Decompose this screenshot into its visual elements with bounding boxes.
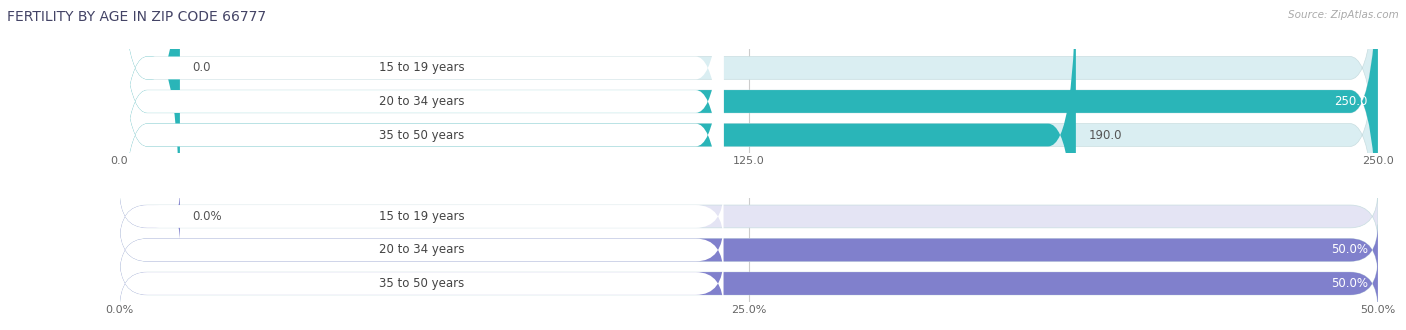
Text: 0.0: 0.0 — [193, 61, 211, 75]
FancyBboxPatch shape — [120, 0, 724, 275]
FancyBboxPatch shape — [120, 258, 1378, 309]
Text: 35 to 50 years: 35 to 50 years — [378, 277, 464, 290]
FancyBboxPatch shape — [120, 0, 1076, 308]
Text: 15 to 19 years: 15 to 19 years — [378, 61, 464, 75]
FancyBboxPatch shape — [120, 191, 180, 242]
FancyBboxPatch shape — [120, 191, 1378, 242]
Text: 20 to 34 years: 20 to 34 years — [378, 244, 464, 256]
FancyBboxPatch shape — [120, 191, 724, 242]
Text: 15 to 19 years: 15 to 19 years — [378, 210, 464, 223]
Text: FERTILITY BY AGE IN ZIP CODE 66777: FERTILITY BY AGE IN ZIP CODE 66777 — [7, 10, 266, 24]
FancyBboxPatch shape — [120, 224, 1378, 276]
Text: 250.0: 250.0 — [1334, 95, 1368, 108]
FancyBboxPatch shape — [120, 258, 1378, 309]
Text: 35 to 50 years: 35 to 50 years — [378, 128, 464, 142]
FancyBboxPatch shape — [120, 0, 1378, 241]
Text: Source: ZipAtlas.com: Source: ZipAtlas.com — [1288, 10, 1399, 20]
FancyBboxPatch shape — [120, 0, 1378, 275]
FancyBboxPatch shape — [120, 0, 1378, 308]
Text: 0.0%: 0.0% — [193, 210, 222, 223]
FancyBboxPatch shape — [120, 224, 724, 276]
FancyBboxPatch shape — [120, 224, 1378, 276]
FancyBboxPatch shape — [120, 0, 724, 308]
Text: 50.0%: 50.0% — [1331, 277, 1368, 290]
FancyBboxPatch shape — [120, 0, 1378, 275]
Text: 190.0: 190.0 — [1088, 128, 1122, 142]
FancyBboxPatch shape — [120, 0, 180, 241]
FancyBboxPatch shape — [120, 0, 724, 241]
Text: 50.0%: 50.0% — [1331, 244, 1368, 256]
Text: 20 to 34 years: 20 to 34 years — [378, 95, 464, 108]
FancyBboxPatch shape — [120, 258, 724, 309]
